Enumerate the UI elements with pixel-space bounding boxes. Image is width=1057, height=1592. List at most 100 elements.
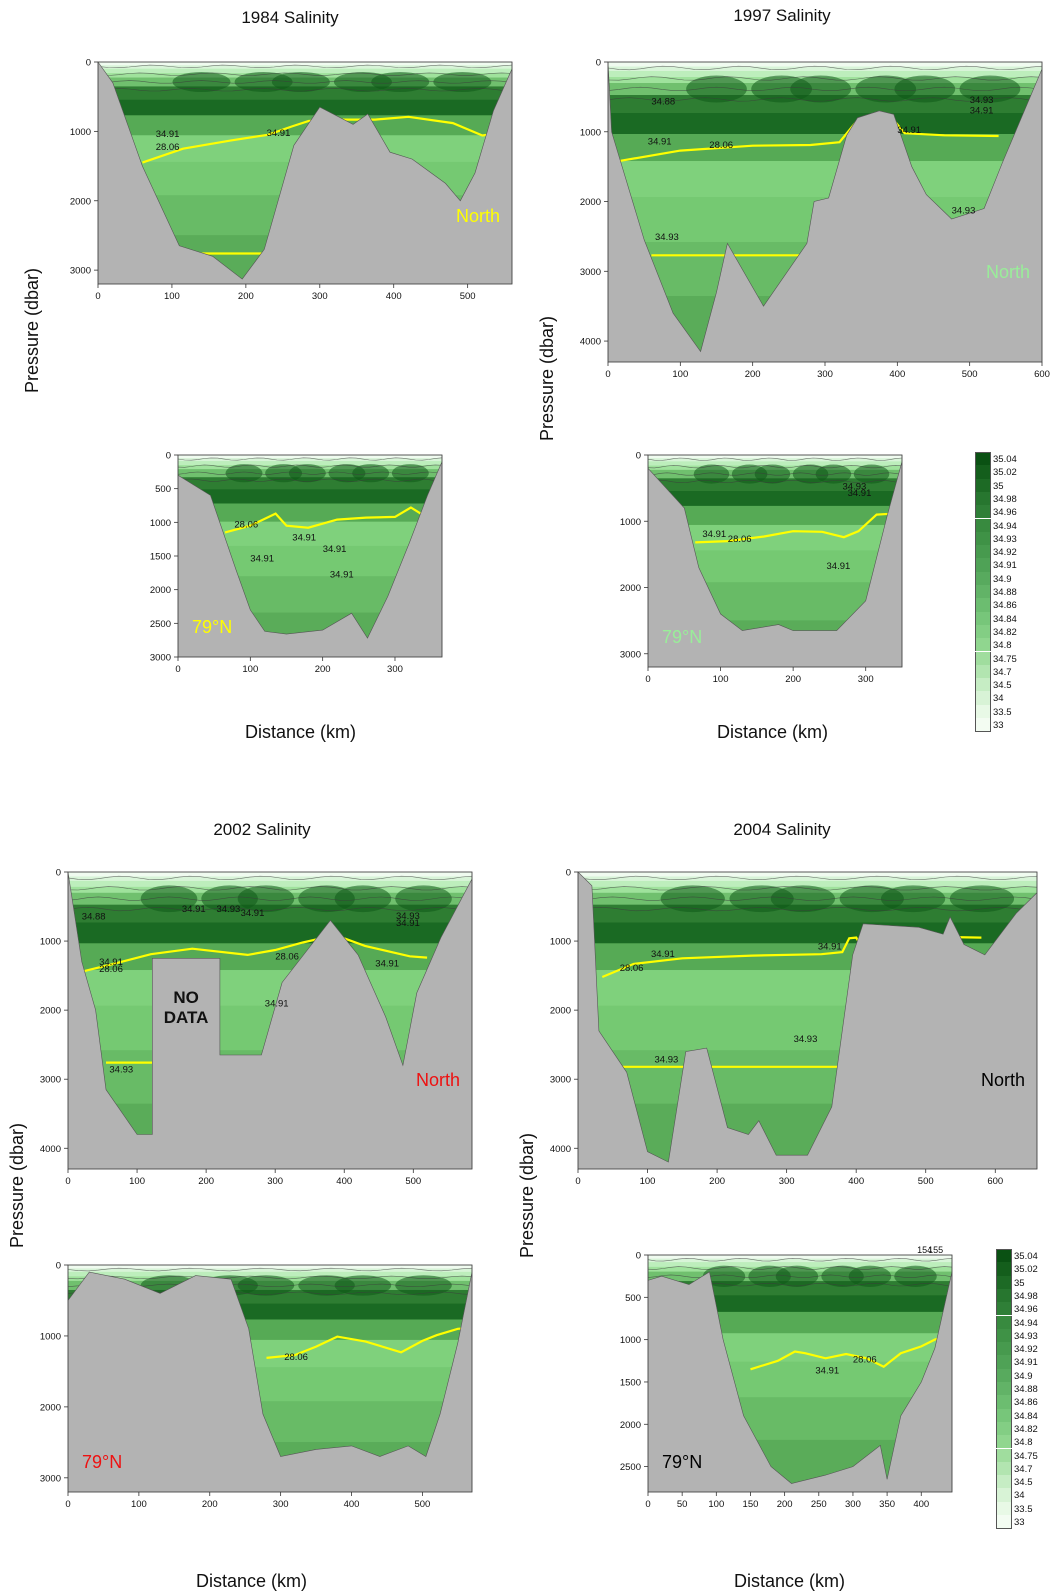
xlabel-2004: Distance (km) <box>734 1571 846 1591</box>
colorbar-swatch <box>996 1249 1012 1264</box>
salinity-contour <box>98 64 512 69</box>
y-tick-label: 1500 <box>620 1377 641 1388</box>
contour-label: 34.91 <box>292 533 316 544</box>
colorbar-label: 34.92 <box>1014 1344 1038 1356</box>
x-tick-label: 400 <box>336 1176 352 1187</box>
contour-label: 34.91 <box>848 488 872 499</box>
contour-label: 34.91 <box>241 908 265 919</box>
salinity-contour <box>648 472 902 476</box>
colorbar-swatch <box>975 585 991 599</box>
north-label: North <box>456 206 500 226</box>
y-tick-label: 1000 <box>580 127 601 138</box>
salinity-layer <box>648 458 902 463</box>
x-tick-label: 300 <box>273 1499 289 1510</box>
colorbar-swatch <box>996 1315 1012 1329</box>
colorbar-swatch <box>975 718 991 733</box>
contour-label: 34.91 <box>156 129 180 140</box>
y-tick-label: 0 <box>166 451 171 462</box>
y-tick-label: 3000 <box>40 1473 61 1484</box>
y-tick-label: 0 <box>636 451 641 462</box>
title-2004: 2004 Salinity <box>733 820 831 839</box>
colorbar-label: 35.02 <box>1014 1264 1038 1276</box>
colorbar-label: 35.04 <box>993 454 1017 465</box>
contour-label: 34.91 <box>330 570 354 581</box>
salinity-layer <box>648 1255 952 1260</box>
colorbar-swatch <box>975 664 991 679</box>
contour-label: 34.93 <box>217 904 241 915</box>
contour-label: 34.91 <box>827 561 851 572</box>
colorbar-label: 34.92 <box>993 547 1017 559</box>
y-tick-label: 4000 <box>580 337 601 348</box>
salinity-layer <box>178 455 442 460</box>
salinity-layer <box>578 872 1037 878</box>
contour-label: 34.91 <box>265 999 289 1010</box>
x-tick-label: 400 <box>889 369 905 380</box>
salinity-contour <box>608 76 1042 81</box>
salinity-layer <box>648 461 902 467</box>
y-tick-label: 2000 <box>620 583 641 594</box>
plot-frame <box>647 1254 953 1493</box>
saline-core <box>790 75 852 103</box>
colorbar-label: 34.7 <box>993 666 1012 678</box>
section-plot-1984-north: 34.91 28.06 34.91 0 100 200 300 400 500 0 1000 2000… <box>70 58 513 302</box>
xlabel-1997: Distance (km) <box>717 722 829 742</box>
x-tick-label: 100 <box>242 664 258 675</box>
colorbar-label: 34.9 <box>1014 1370 1033 1382</box>
y-tick-label: 1000 <box>150 518 171 529</box>
colorbar-swatch <box>996 1288 1012 1303</box>
colorbar-label: 34.94 <box>1014 1317 1038 1329</box>
salinity-layer <box>98 99 512 117</box>
saline-core <box>959 75 1021 103</box>
plot-frame <box>577 871 1038 1170</box>
y-tick-label: 0 <box>596 58 601 69</box>
colorbar-label: 34.96 <box>993 507 1017 519</box>
y-tick-label: 2000 <box>580 197 601 208</box>
x-tick-label: 200 <box>777 1499 793 1510</box>
contour-label: 28.06 <box>709 140 733 151</box>
isopycnal-28-06 <box>750 1336 946 1371</box>
x-tick-label: 0 <box>175 664 180 675</box>
colorbar-label: 34.82 <box>1014 1423 1038 1435</box>
y-tick-label: 3000 <box>150 653 171 664</box>
colorbar-label: 34 <box>993 693 1004 705</box>
x-tick-label: 300 <box>779 1176 795 1187</box>
colorbar-label: 34.86 <box>993 600 1017 612</box>
ylabel-1997: Pressure (dbar) <box>537 315 558 442</box>
salinity-contour <box>178 464 442 468</box>
contour-label: 34.93 <box>655 232 679 243</box>
colorbar-label: 34.8 <box>1014 1437 1033 1449</box>
saline-core <box>288 464 326 483</box>
x-tick-label: 300 <box>858 674 874 685</box>
contour-label: 34.93 <box>952 205 976 216</box>
contour-label: 34.93 <box>970 95 994 106</box>
contour-label: 34.91 <box>323 544 347 555</box>
y-tick-label: 1000 <box>620 1335 641 1346</box>
salinity-contour <box>98 80 512 84</box>
saline-core <box>271 71 330 92</box>
saline-core <box>775 1265 819 1287</box>
salinity-layer <box>98 68 512 75</box>
saline-core <box>433 71 492 92</box>
plot-frame <box>67 871 473 1170</box>
salinity-layer <box>98 65 512 70</box>
x-tick-label: 200 <box>709 1176 725 1187</box>
colorbar-label: 34.9 <box>993 573 1012 585</box>
salinity-layer <box>608 66 1042 72</box>
salinity-layer <box>68 1268 472 1273</box>
colorbar-swatch <box>975 558 991 572</box>
contour-label: 34.91 <box>250 553 274 564</box>
xlabel-1984: Distance (km) <box>245 722 357 742</box>
contour-label: 34.91 <box>970 106 994 117</box>
colorbar-swatch <box>975 505 991 519</box>
y-tick-label: 2000 <box>70 196 91 207</box>
salinity-contour <box>578 896 1037 901</box>
y-tick-label: 0 <box>56 868 61 879</box>
contour-label: 28.06 <box>234 520 258 531</box>
y-tick-label: 2000 <box>620 1420 641 1431</box>
lat-79n-label: 79°N <box>662 1452 702 1472</box>
x-tick-label: 400 <box>386 291 402 302</box>
colorbar-label: 33 <box>993 720 1004 731</box>
salinity-layer <box>648 1295 952 1313</box>
